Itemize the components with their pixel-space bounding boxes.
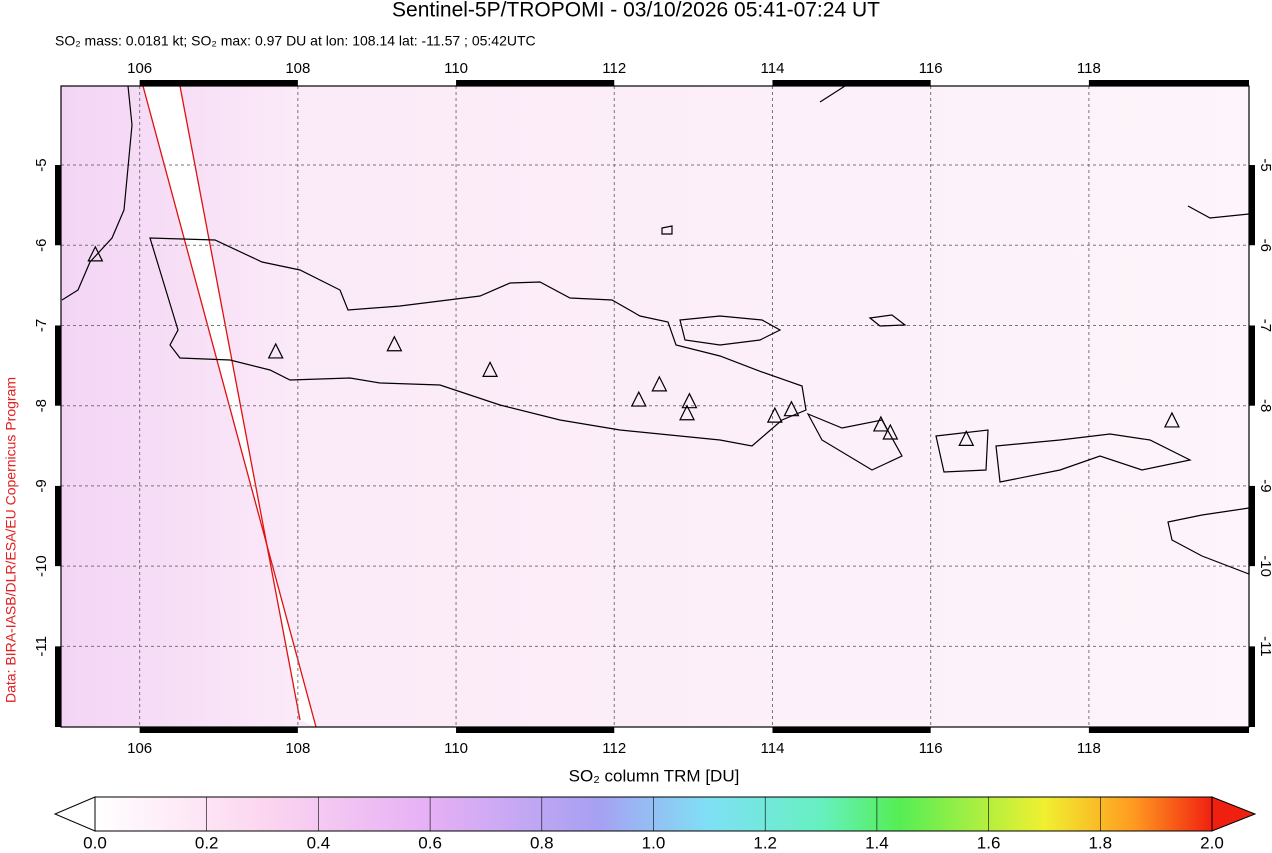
colorbar-tick-label: 0.2 bbox=[195, 833, 219, 852]
colorbar-tick-label: 0.6 bbox=[418, 833, 442, 852]
x-tick-label: 118 bbox=[1077, 740, 1101, 757]
coastline bbox=[1187, 205, 1250, 219]
volcano bbox=[783, 400, 800, 417]
coastline bbox=[819, 85, 846, 103]
colorbar: SO₂ column TRM [DU] 0.0 0.2 0.4 0.6 0.8 1.0 1.… bbox=[53, 766, 1257, 852]
volcano bbox=[679, 404, 696, 421]
colorbar-tick-label: 0.4 bbox=[307, 833, 331, 852]
x-tick-label: 114 bbox=[761, 740, 785, 757]
frame-bars bbox=[55, 80, 1255, 733]
frame-bar bbox=[1249, 646, 1255, 727]
x-tick-label: 116 bbox=[919, 60, 943, 77]
colorbar-tick-label: 1.2 bbox=[753, 833, 777, 852]
volcanoes bbox=[87, 245, 1180, 446]
frame-bar bbox=[55, 485, 61, 567]
grid bbox=[61, 86, 1249, 727]
volcano bbox=[958, 430, 975, 446]
colorbar-label: SO₂ column TRM [DU] bbox=[569, 766, 740, 785]
y-tick-label: -8 bbox=[33, 399, 50, 412]
frame-bar bbox=[55, 646, 61, 727]
volcano bbox=[766, 406, 783, 423]
y-tick-label: -10 bbox=[33, 555, 50, 577]
swath-edge bbox=[179, 85, 301, 721]
y-tick-label: -6 bbox=[1257, 239, 1272, 252]
colorbar-min-arrow bbox=[53, 796, 96, 832]
colorbar-tick-label: 1.8 bbox=[1088, 833, 1112, 852]
y-tick-label: -8 bbox=[1257, 399, 1272, 412]
frame-bar bbox=[1249, 485, 1255, 567]
map bbox=[55, 80, 1255, 733]
volcano bbox=[482, 361, 499, 377]
frame-bar bbox=[139, 727, 298, 733]
colorbar-tick-label: 2.0 bbox=[1200, 833, 1224, 852]
volcano bbox=[872, 415, 889, 432]
map-frame bbox=[60, 85, 1250, 728]
coastline bbox=[935, 429, 989, 473]
coastline bbox=[679, 315, 782, 346]
colorbar-tick-label: 0.0 bbox=[83, 833, 107, 852]
credit: Data: BIRA-IASB/DLR/ESA/EU Copernicus Pr… bbox=[3, 377, 19, 703]
coastline bbox=[661, 225, 673, 235]
colorbar-tick-label: 1.4 bbox=[865, 833, 889, 852]
coastline bbox=[149, 237, 807, 447]
volcano bbox=[267, 342, 284, 359]
x-tick-label: 112 bbox=[602, 740, 626, 757]
coastline bbox=[806, 412, 903, 471]
frame-bar bbox=[139, 80, 298, 86]
y-tick-label: -11 bbox=[33, 636, 50, 657]
volcano bbox=[651, 375, 668, 392]
map-background bbox=[61, 86, 1249, 727]
volcano bbox=[87, 245, 104, 262]
y-tick-label: -5 bbox=[33, 158, 50, 171]
y-tick-label: -9 bbox=[33, 479, 50, 492]
y-tick-label: -9 bbox=[1257, 479, 1272, 492]
x-tick-label: 118 bbox=[1077, 60, 1101, 77]
y-tick-label: -11 bbox=[1257, 636, 1272, 657]
frame-bar bbox=[1249, 325, 1255, 406]
x-tick-label: 112 bbox=[602, 60, 626, 77]
coastline bbox=[995, 433, 1192, 483]
frame-bar bbox=[456, 727, 615, 733]
y-tick-label: -7 bbox=[33, 319, 50, 332]
x-tick-label: 108 bbox=[285, 740, 310, 757]
swath-edge bbox=[142, 85, 317, 728]
frame-bar bbox=[55, 165, 61, 246]
subtitle: SO₂ mass: 0.0181 kt; SO₂ max: 0.97 DU at… bbox=[55, 33, 536, 49]
frame-bar bbox=[1088, 80, 1249, 86]
frame-bar bbox=[456, 80, 615, 86]
colorbar-max-arrow bbox=[1211, 796, 1257, 832]
y-tick-label: -6 bbox=[33, 239, 50, 252]
y-tick-label: -7 bbox=[1257, 319, 1272, 332]
y-tick-label: -5 bbox=[1257, 158, 1272, 171]
frame-bar bbox=[772, 80, 931, 86]
frame-bar bbox=[55, 325, 61, 406]
frame-bar bbox=[1249, 165, 1255, 246]
y-tick-label: -10 bbox=[1257, 555, 1272, 577]
coastline bbox=[61, 85, 133, 301]
volcano bbox=[630, 390, 647, 407]
colorbar-tick-label: 1.6 bbox=[977, 833, 1001, 852]
volcano bbox=[386, 335, 403, 352]
volcano bbox=[1163, 411, 1180, 428]
x-tick-label: 106 bbox=[127, 740, 152, 757]
coastline bbox=[868, 314, 907, 327]
title: Sentinel-5P/TROPOMI - 03/10/2026 05:41-0… bbox=[392, 0, 880, 22]
colorbar-tick-label: 0.8 bbox=[530, 833, 554, 852]
frame-bar bbox=[772, 727, 931, 733]
x-tick-label: 106 bbox=[127, 60, 152, 77]
x-tick-label: 110 bbox=[444, 60, 468, 77]
x-tick-label: 110 bbox=[444, 740, 468, 757]
frame-bar bbox=[1088, 727, 1249, 733]
x-tick-label: 114 bbox=[761, 60, 785, 77]
colorbar-tick-label: 1.0 bbox=[642, 833, 666, 852]
x-tick-label: 108 bbox=[285, 60, 310, 77]
volcano bbox=[882, 423, 899, 440]
volcano bbox=[681, 392, 698, 409]
x-tick-label: 116 bbox=[919, 740, 943, 757]
